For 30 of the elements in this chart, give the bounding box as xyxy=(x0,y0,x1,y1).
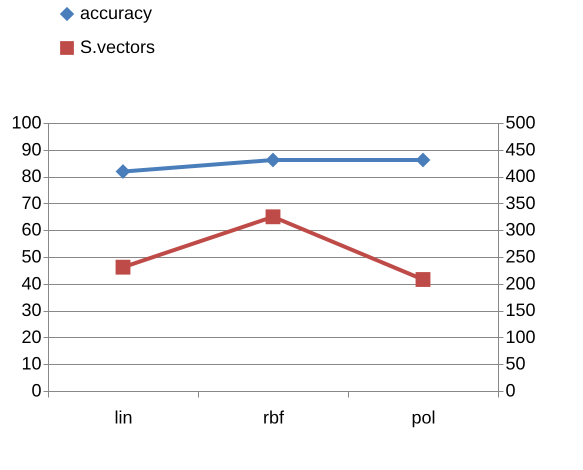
y2-tick-label: 0 xyxy=(506,380,516,400)
y-tick-label: 90 xyxy=(21,139,42,160)
y-tick-label: 20 xyxy=(21,326,42,347)
point xyxy=(266,209,280,224)
y2-tick-label: 400 xyxy=(506,166,536,186)
y-tick-label: 60 xyxy=(21,220,42,240)
y-tick-label: 80 xyxy=(21,166,42,186)
y-tick-label: 40 xyxy=(21,273,42,294)
y2-tick-label: 200 xyxy=(506,273,536,294)
y-tick-label: 30 xyxy=(21,300,42,320)
point xyxy=(416,272,430,287)
y2-tick-label: 350 xyxy=(506,192,536,213)
legend-label: S.vectors xyxy=(80,37,156,57)
y2-tick-label: 500 xyxy=(506,112,536,132)
x-tick-label: rbf xyxy=(262,408,285,428)
y-tick-label: 50 xyxy=(21,246,42,266)
y2-tick-label: 50 xyxy=(506,354,526,374)
x-tick-label: lin xyxy=(114,408,133,428)
y-tick-label: 10 xyxy=(21,354,42,374)
y2-tick-label: 100 xyxy=(506,326,536,347)
y2-tick-label: 250 xyxy=(506,246,536,266)
y2-tick-label: 450 xyxy=(506,139,536,160)
y-tick-label: 70 xyxy=(21,192,42,213)
point xyxy=(116,260,130,275)
legend-label: accuracy xyxy=(80,3,152,23)
y-tick-label: 100 xyxy=(11,112,42,132)
x-tick-label: pol xyxy=(411,408,436,428)
y-tick-label: 0 xyxy=(31,380,42,400)
y2-tick-label: 300 xyxy=(506,220,536,240)
y2-tick-label: 150 xyxy=(506,300,536,320)
